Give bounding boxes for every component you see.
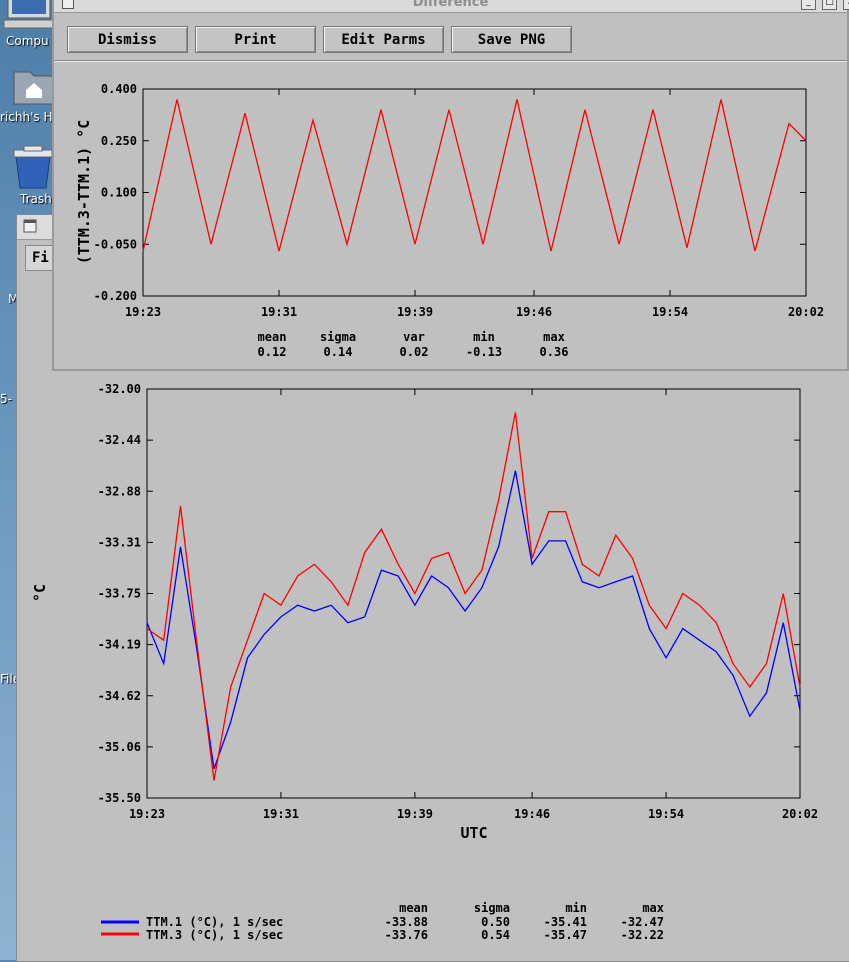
toolbar-separator — [54, 60, 847, 62]
diff-stats-header-max: max — [543, 330, 565, 344]
diff-stats-max: 0.36 — [540, 345, 569, 359]
computer-icon — [3, 0, 55, 29]
difference-plot-frame — [142, 88, 807, 297]
difference-ytick-label: 0.250 — [101, 134, 137, 148]
difference-xtick-label: 19:46 — [516, 305, 552, 319]
desktop-label-computer: Compu — [6, 34, 49, 48]
difference-xtick-label: 19:31 — [261, 305, 297, 319]
difference-ylabel: (TTM.3-TTM.1) °C — [75, 120, 93, 265]
print-button[interactable]: Print — [195, 26, 316, 53]
window-menu-icon[interactable] — [23, 219, 43, 239]
difference-series-line-0 — [142, 99, 807, 252]
difference-xtick-label: 19:39 — [397, 305, 433, 319]
dismiss-button[interactable]: Dismiss — [67, 26, 188, 53]
difference-xtick-label: 19:54 — [652, 305, 688, 319]
difference-xtick-label: 20:02 — [788, 305, 824, 319]
diff-stats-header-sigma: sigma — [320, 330, 356, 344]
close-icon[interactable]: × — [843, 0, 849, 10]
save-png-button[interactable]: Save PNG — [451, 26, 572, 53]
diff-stats-min: -0.13 — [466, 345, 502, 359]
diff-stats-var: 0.02 — [400, 345, 429, 359]
window-title: Difference — [412, 0, 489, 10]
difference-ytick-label: -0.200 — [94, 289, 137, 303]
minimize-icon[interactable]: _ — [801, 0, 816, 10]
difference-titlebar: Difference _ □ × — [54, 0, 849, 13]
desktop-icon-computer[interactable] — [0, 0, 56, 38]
diff-stats-header-min: min — [473, 330, 495, 344]
difference-window: Difference _ □ × Dismiss Print Edit Parm… — [52, 0, 849, 371]
maximize-icon[interactable]: □ — [822, 0, 837, 10]
diff-stats-header-mean: mean — [258, 330, 287, 344]
diff-stats-mean: 0.12 — [258, 345, 287, 359]
desktop-edge-label-1: M — [8, 292, 19, 306]
desktop-edge-label-2: 5- — [0, 392, 12, 406]
window-menu-box-icon[interactable] — [62, 0, 74, 9]
desktop-label-home: richh's H — [0, 110, 53, 124]
edit-parms-button[interactable]: Edit Parms — [323, 26, 444, 53]
difference-ytick-label: 0.400 — [101, 82, 137, 96]
desktop-icon-home[interactable] — [0, 66, 56, 112]
home-folder-icon — [13, 71, 55, 105]
diff-stats-header-var: var — [403, 330, 425, 344]
difference-ytick-label: 0.100 — [101, 186, 137, 200]
desktop-edge-label-3: File — [0, 672, 21, 686]
desktop-label-trash: Trash — [20, 192, 52, 206]
desktop-icon-trash[interactable] — [0, 142, 56, 194]
trash-icon — [13, 145, 53, 189]
diff-stats-sigma: 0.14 — [324, 345, 353, 359]
difference-xtick-label: 19:23 — [125, 305, 161, 319]
difference-ytick-label: -0.050 — [94, 237, 137, 251]
difference-chart: 0.400 0.250 0.100 -0.050 -0.200 19:23 19:31 19… — [75, 82, 824, 359]
